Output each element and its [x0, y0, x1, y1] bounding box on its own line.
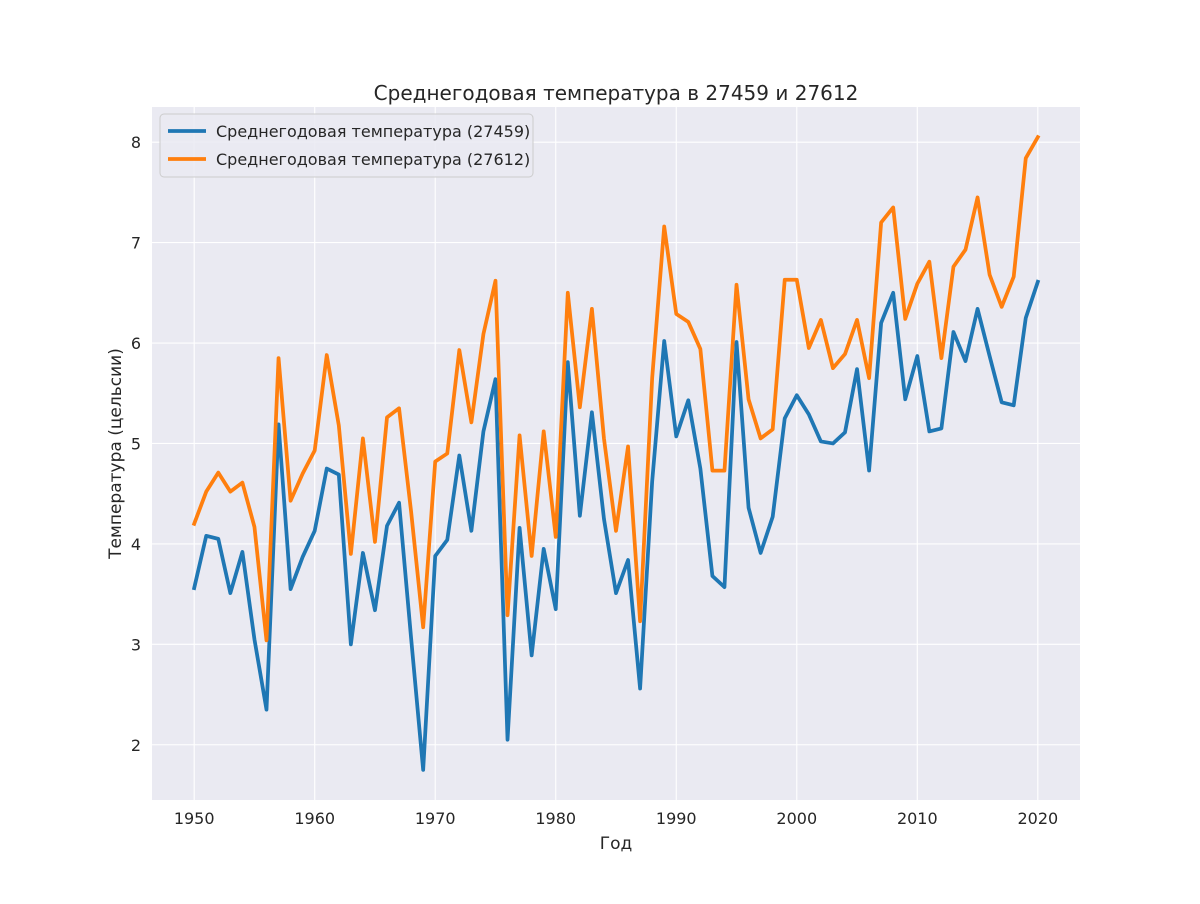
legend-box: [159, 113, 534, 178]
x-tick-label: 1970: [415, 809, 456, 828]
x-tick-label: 1990: [656, 809, 697, 828]
series-line-2: [191, 134, 1041, 643]
x-axis-label: Год: [600, 834, 633, 854]
x-tick-label: 2020: [1017, 809, 1058, 828]
y-tick-label: 8: [131, 133, 141, 152]
y-tick-label: 7: [131, 234, 141, 253]
x-axis-ticks: 1950 1960 1970 1980 1990 2000 2010 2020: [174, 809, 1058, 828]
x-tick-label: 2010: [897, 809, 938, 828]
y-tick-label: 6: [131, 334, 141, 353]
legend: Среднегодовая температура (27459) Среднег…: [159, 113, 534, 178]
series-line-1: [191, 279, 1041, 772]
x-tick-label: 1960: [294, 809, 335, 828]
series-lines: [191, 134, 1041, 772]
chart-title: Среднегодовая температура в 27459 и 2761…: [374, 81, 859, 105]
legend-entry-1: Среднегодовая температура (27459): [216, 122, 530, 141]
legend-entry-2: Среднегодовая температура (27612): [216, 150, 530, 169]
y-tick-label: 2: [131, 736, 141, 755]
x-tick-label: 1950: [174, 809, 215, 828]
grid: [152, 107, 1080, 800]
plot-area: [152, 107, 1080, 800]
y-tick-label: 3: [131, 635, 141, 654]
y-tick-label: 4: [131, 535, 141, 554]
y-axis-label: Температура (цельсии): [106, 348, 126, 560]
y-axis-ticks: 2 3 4 5 6 7 8: [131, 133, 141, 755]
x-tick-label: 1980: [535, 809, 576, 828]
x-tick-label: 2000: [776, 809, 817, 828]
y-tick-label: 5: [131, 434, 141, 453]
